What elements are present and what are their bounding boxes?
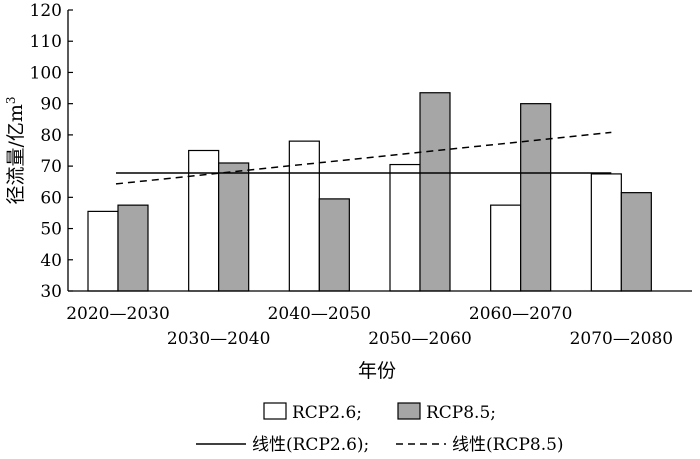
y-axis-title: 径流量/亿m3 xyxy=(4,96,27,204)
trendlines-layer xyxy=(115,131,612,185)
x-category-label: 2040—2050 xyxy=(268,304,372,324)
y-tick-label: 40 xyxy=(40,251,62,271)
bar-rcp85-5 xyxy=(620,192,652,292)
y-tick-label: 80 xyxy=(40,126,62,146)
y-tick-label: 120 xyxy=(30,1,62,21)
bar-rcp26-5 xyxy=(590,173,622,292)
y-tick-label: 110 xyxy=(30,32,62,52)
legend-swatch-rcp26 xyxy=(263,402,287,420)
y-axis-title-superscript: 3 xyxy=(4,96,18,104)
y-tick-label: 30 xyxy=(40,282,62,302)
legend: RCP2.6; RCP8.5; 线性(RCP2.6); 线性(RCP8.5) xyxy=(196,402,564,455)
bar-rcp26-0 xyxy=(87,210,119,292)
bars-layer xyxy=(87,92,652,292)
y-tick-label: 60 xyxy=(40,188,62,208)
x-categories-layer: 2020—2030 2030—2040 2040—2050 2050—2060 2060… xyxy=(66,304,673,349)
x-category-label: 2060—2070 xyxy=(469,304,573,324)
bar-rcp85-3 xyxy=(419,92,451,292)
x-axis-title: 年份 xyxy=(358,360,396,382)
bar-rcp85-4 xyxy=(520,103,552,292)
bar-rcp85-1 xyxy=(218,162,250,292)
bar-rcp26-3 xyxy=(389,163,421,292)
legend-label-rcp26: RCP2.6; xyxy=(292,403,362,423)
bar-rcp26-4 xyxy=(490,204,522,292)
x-category-label: 2020—2030 xyxy=(66,304,170,324)
bar-rcp26-1 xyxy=(188,149,220,292)
bar-rcp26-2 xyxy=(288,140,320,292)
legend-label-rcp85: RCP8.5; xyxy=(426,403,496,423)
bar-rcp85-0 xyxy=(117,204,149,292)
y-ticks-layer: 30 40 50 60 70 80 90 100 110 120 xyxy=(30,1,73,302)
legend-label-trend-rcp26: 线性(RCP2.6); xyxy=(252,435,369,455)
x-category-label: 2050—2060 xyxy=(368,329,472,349)
x-category-label: 2030—2040 xyxy=(167,329,271,349)
y-tick-label: 50 xyxy=(40,220,62,240)
y-tick-label: 90 xyxy=(40,95,62,115)
y-tick-label: 100 xyxy=(30,63,62,83)
bar-rcp85-2 xyxy=(318,198,350,292)
y-tick-label: 70 xyxy=(40,157,62,177)
x-category-label: 2070—2080 xyxy=(570,329,674,349)
axes-layer xyxy=(67,10,692,292)
legend-swatch-rcp85 xyxy=(397,402,421,420)
legend-label-trend-rcp85: 线性(RCP8.5) xyxy=(452,435,564,455)
